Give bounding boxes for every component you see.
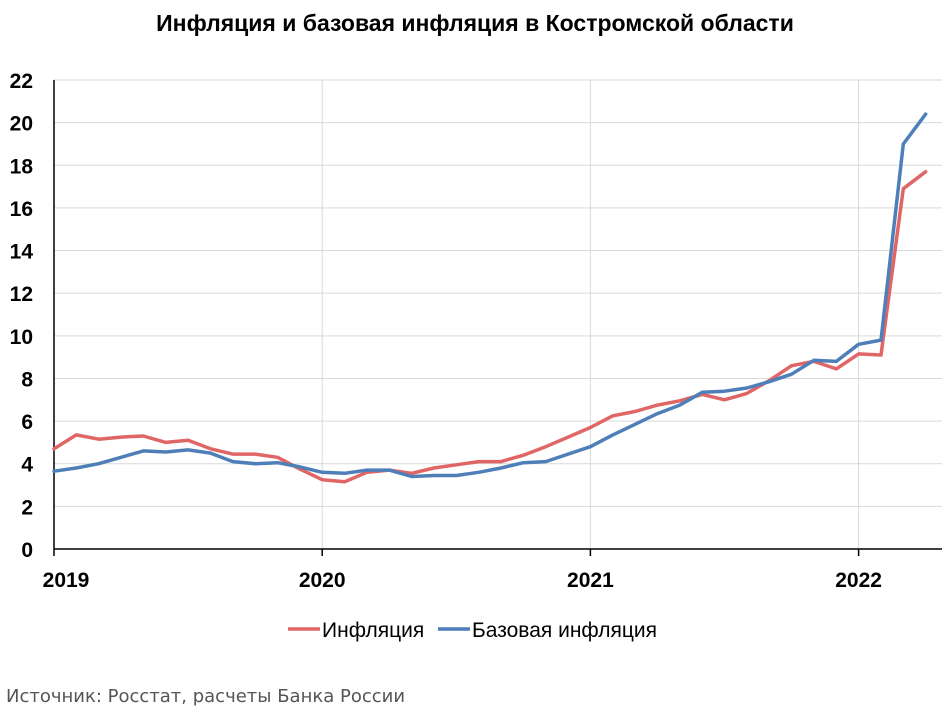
source-note: Источник: Росстат, расчеты Банка России — [6, 686, 406, 707]
y-tick-label: 4 — [21, 454, 33, 477]
x-tick-label: 2021 — [567, 569, 614, 592]
series-line-inflation — [52, 169, 928, 484]
x-axis-ticks: 2019 2020 2021 2022 — [43, 549, 882, 592]
legend-label: Инфляция — [322, 619, 424, 642]
y-tick-label: 22 — [10, 70, 33, 93]
x-tick-label: 2019 — [43, 569, 90, 592]
y-tick-label: 6 — [21, 411, 33, 434]
y-tick-label: 0 — [21, 539, 33, 562]
y-tick-label: 16 — [10, 198, 33, 221]
y-tick-label: 10 — [10, 326, 33, 349]
y-tick-label: 8 — [21, 368, 33, 391]
series-lines — [52, 112, 928, 484]
y-tick-label: 14 — [10, 241, 34, 264]
legend-label: Базовая инфляция — [472, 619, 657, 642]
series-line-core-inflation — [52, 112, 928, 479]
grid-lines — [54, 79, 942, 549]
x-tick-label: 2020 — [299, 569, 346, 592]
y-tick-label: 20 — [10, 113, 33, 136]
y-tick-label: 2 — [21, 496, 33, 519]
x-tick-label: 2022 — [835, 569, 882, 592]
y-tick-label: 18 — [10, 155, 34, 178]
axes — [53, 80, 942, 550]
legend: Инфляция Базовая инфляция — [288, 619, 657, 642]
y-axis-ticks: 0 2 4 6 8 10 12 14 16 18 20 22 — [10, 70, 34, 562]
chart-title: Инфляция и базовая инфляция в Костромско… — [156, 10, 794, 36]
y-tick-label: 12 — [10, 283, 33, 306]
